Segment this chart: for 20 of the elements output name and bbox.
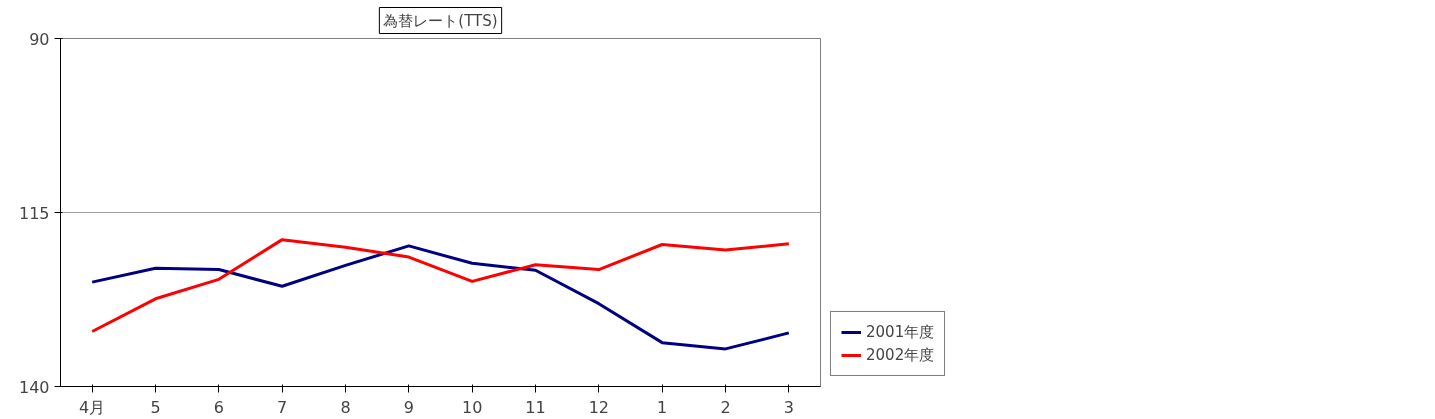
x-tick-label: 9 [403, 397, 414, 417]
y-tick-label: 140 [18, 377, 50, 397]
y-tick-label: 115 [18, 203, 50, 223]
x-tick-label: 7 [277, 397, 288, 417]
x-tick-label: 5 [150, 397, 161, 417]
x-tick-label: 2 [720, 397, 731, 417]
x-tick-label: 12 [588, 397, 610, 417]
x-tick-label: 1 [657, 397, 668, 417]
line-series [90, 244, 791, 351]
chart-title: 為替レート(TTS) [383, 11, 498, 30]
line-series [90, 238, 791, 334]
x-tick-label: 6 [213, 397, 224, 417]
x-tick-label: 11 [525, 397, 546, 417]
x-tick-label: 4月 [79, 397, 106, 417]
x-tick-label: 3 [783, 397, 794, 417]
y-tick-label: 90 [29, 29, 50, 49]
legend-label: 2001年度 [866, 322, 935, 342]
x-tick-label: 8 [340, 397, 351, 417]
legend-label: 2002年度 [866, 345, 935, 365]
x-tick-label: 10 [461, 397, 483, 417]
